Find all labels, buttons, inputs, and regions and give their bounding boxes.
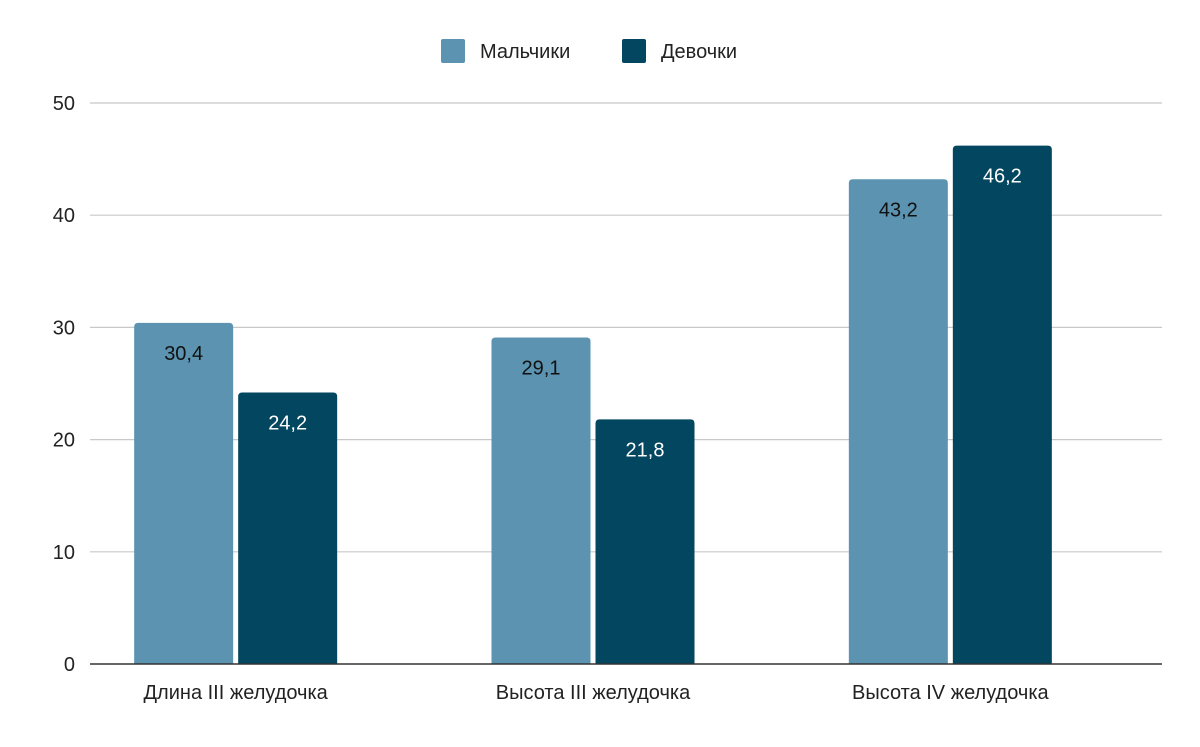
y-tick-label: 20 — [53, 430, 75, 452]
bar-boys — [848, 179, 948, 664]
data-label: 43,2 — [879, 199, 918, 221]
legend-label: Мальчики — [480, 41, 570, 63]
bar-boys — [134, 322, 234, 664]
x-tick-label: Длина III желудочка — [144, 682, 329, 704]
y-tick-label: 10 — [53, 542, 75, 564]
y-tick-label: 30 — [53, 317, 75, 339]
y-tick-label: 0 — [64, 654, 75, 676]
x-tick-label: Высота III желудочка — [496, 682, 691, 704]
data-label: 21,8 — [626, 439, 665, 461]
data-label: 46,2 — [983, 166, 1022, 188]
data-label: 24,2 — [268, 412, 307, 434]
legend-label: Девочки — [661, 41, 737, 63]
y-tick-label: 50 — [53, 93, 75, 115]
bar-boys — [491, 337, 591, 664]
bar-girls — [595, 419, 695, 664]
data-label: 30,4 — [164, 343, 203, 365]
bar-girls — [238, 392, 338, 664]
bar-girls — [952, 145, 1052, 665]
data-label: 29,1 — [522, 357, 561, 379]
y-tick-label: 40 — [53, 205, 75, 227]
x-tick-label: Высота IV желудочка — [852, 682, 1049, 704]
legend-swatch — [622, 39, 646, 63]
legend-swatch — [441, 39, 465, 63]
